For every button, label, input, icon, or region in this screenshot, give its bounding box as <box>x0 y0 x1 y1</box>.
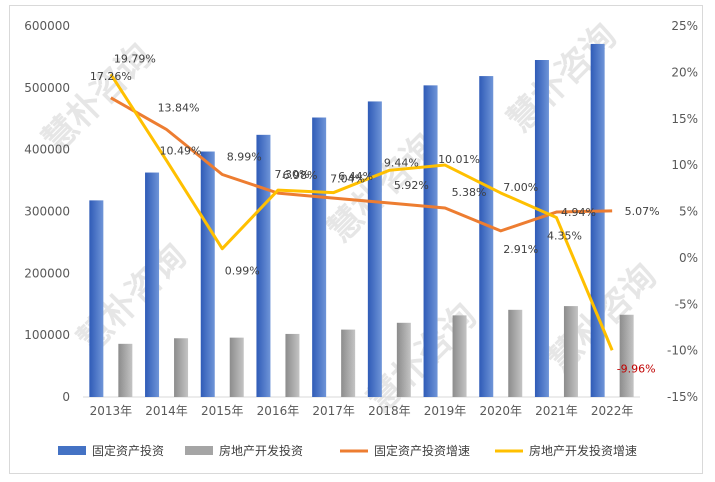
legend-label: 房地产开发投资增速 <box>529 443 637 458</box>
real-estate-growth-label: 9.44% <box>384 156 419 169</box>
real-estate-growth-label: 0.99% <box>225 265 260 278</box>
fixed-investment-growth-label: 5.07% <box>625 205 660 218</box>
fixed-investment-growth-label: 6.98% <box>282 169 317 182</box>
left-axis-tick-label: 500000 <box>24 81 70 95</box>
legend-swatch <box>185 446 213 455</box>
real-estate-growth-line <box>109 73 614 351</box>
right-axis-tick-label: -10% <box>667 344 698 358</box>
real-estate-investment-bar <box>452 315 467 397</box>
left-axis-tick-label: 200000 <box>24 266 70 280</box>
right-axis-tick-label: -15% <box>667 390 698 404</box>
fixed-investment-bar <box>590 43 605 397</box>
right-axis-tick-label: 20% <box>671 65 698 79</box>
left-axis-tick-label: 600000 <box>24 19 70 33</box>
fixed-investment-growth-label: 8.99% <box>227 150 262 163</box>
legend: 固定资产投资 房地产开发投资 固定资产投资增速 房地产开发投资增速 <box>58 443 637 458</box>
fixed-investment-growth-label: 6.44% <box>338 170 373 183</box>
fixed-investment-bar <box>423 85 438 398</box>
x-axis-tick-label: 2014年 <box>145 404 188 418</box>
fixed-investment-growth-label: 2.91% <box>503 243 538 256</box>
real-estate-growth-label: -9.96% <box>617 362 656 375</box>
x-axis: 2013年 2014年 2015年 2016年 2017年 2018年 2019年 2020年… <box>83 396 640 418</box>
left-axis-tick-label: 400000 <box>24 143 70 157</box>
right-axis-tick-label: 15% <box>671 112 698 126</box>
fixed-investment-growth-label: 4.94% <box>561 206 596 219</box>
real-estate-investment-bar <box>285 333 300 397</box>
x-axis-tick-label: 2019年 <box>424 404 467 418</box>
left-axis: 0 100000 200000 300000 400000 500000 600000 <box>24 19 70 404</box>
left-axis-tick-label: 100000 <box>24 328 70 342</box>
fixed-investment-bar <box>534 60 549 398</box>
x-axis-tick-label: 2020年 <box>479 404 522 418</box>
fixed-investment-growth-line <box>110 96 613 233</box>
x-axis-tick-label: 2013年 <box>90 404 133 418</box>
real-estate-growth-label: 19.79% <box>114 52 156 65</box>
real-estate-investment-bar <box>563 306 578 397</box>
x-axis-tick-label: 2018年 <box>368 404 411 418</box>
fixed-investment-growth-label: 13.84% <box>158 102 200 115</box>
real-estate-growth-label: 10.01% <box>438 153 480 166</box>
right-axis-tick-label: 25% <box>671 19 698 33</box>
real-estate-investment-bar <box>341 329 356 397</box>
x-axis-tick-label: 2022年 <box>591 404 634 418</box>
x-axis-tick-label: 2021年 <box>535 404 578 418</box>
fixed-investment-bar <box>145 172 160 397</box>
x-axis-tick-label: 2015年 <box>201 404 244 418</box>
bars-layer <box>89 43 634 398</box>
real-estate-investment-bar <box>619 314 634 397</box>
fixed-investment-bar <box>200 151 215 397</box>
lines-layer <box>109 73 614 351</box>
fixed-investment-growth-label: 5.38% <box>452 186 487 199</box>
fixed-investment-bar <box>89 200 104 397</box>
left-axis-tick-label: 300000 <box>24 205 70 219</box>
combo-chart: 慧朴咨询慧朴咨询慧朴咨询慧朴咨询慧朴咨询慧朴咨询 010000020000030… <box>24 16 698 458</box>
data-labels-layer: 17.26% 13.84% 8.99% 6.98% 6.44% 5.92% 5.38% 2.9… <box>90 52 660 375</box>
real-estate-investment-bar <box>508 309 523 397</box>
fixed-investment-growth-label: 17.26% <box>90 70 132 83</box>
legend-swatch <box>58 446 86 455</box>
real-estate-investment-bar <box>174 338 189 397</box>
right-axis-tick-label: 5% <box>679 205 698 219</box>
x-axis-tick-label: 2016年 <box>257 404 300 418</box>
right-axis-tick-label: 0% <box>679 251 698 265</box>
real-estate-investment-bar <box>396 322 411 397</box>
real-estate-growth-label: 7.00% <box>503 181 538 194</box>
right-axis-tick-label: -5% <box>675 297 698 311</box>
legend-label: 固定资产投资 <box>92 443 164 458</box>
fixed-investment-bar <box>479 76 494 398</box>
real-estate-growth-label: 4.35% <box>547 230 582 243</box>
x-axis-tick-label: 2017年 <box>312 404 355 418</box>
real-estate-growth-label: 7.04% <box>330 173 365 186</box>
legend-label: 房地产开发投资 <box>219 443 303 458</box>
real-estate-growth-label: 7.30% <box>274 168 309 181</box>
watermark-text: 慧朴咨询 <box>500 16 624 140</box>
fixed-investment-bar <box>367 101 382 397</box>
real-estate-investment-bar <box>229 337 244 397</box>
chart-frame: 慧朴咨询慧朴咨询慧朴咨询慧朴咨询慧朴咨询慧朴咨询 010000020000030… <box>9 5 703 474</box>
right-axis-tick-label: 10% <box>671 158 698 172</box>
left-axis-tick-label: 0 <box>62 390 70 404</box>
right-axis: -15% -10% -5% 0% 5% 10% 15% 20% 25% <box>667 19 698 404</box>
fixed-investment-growth-label: 5.92% <box>394 179 429 192</box>
legend-label: 固定资产投资增速 <box>374 443 470 458</box>
real-estate-investment-bar <box>118 343 133 397</box>
real-estate-growth-label: 10.49% <box>160 145 202 158</box>
fixed-investment-bar <box>312 117 327 397</box>
